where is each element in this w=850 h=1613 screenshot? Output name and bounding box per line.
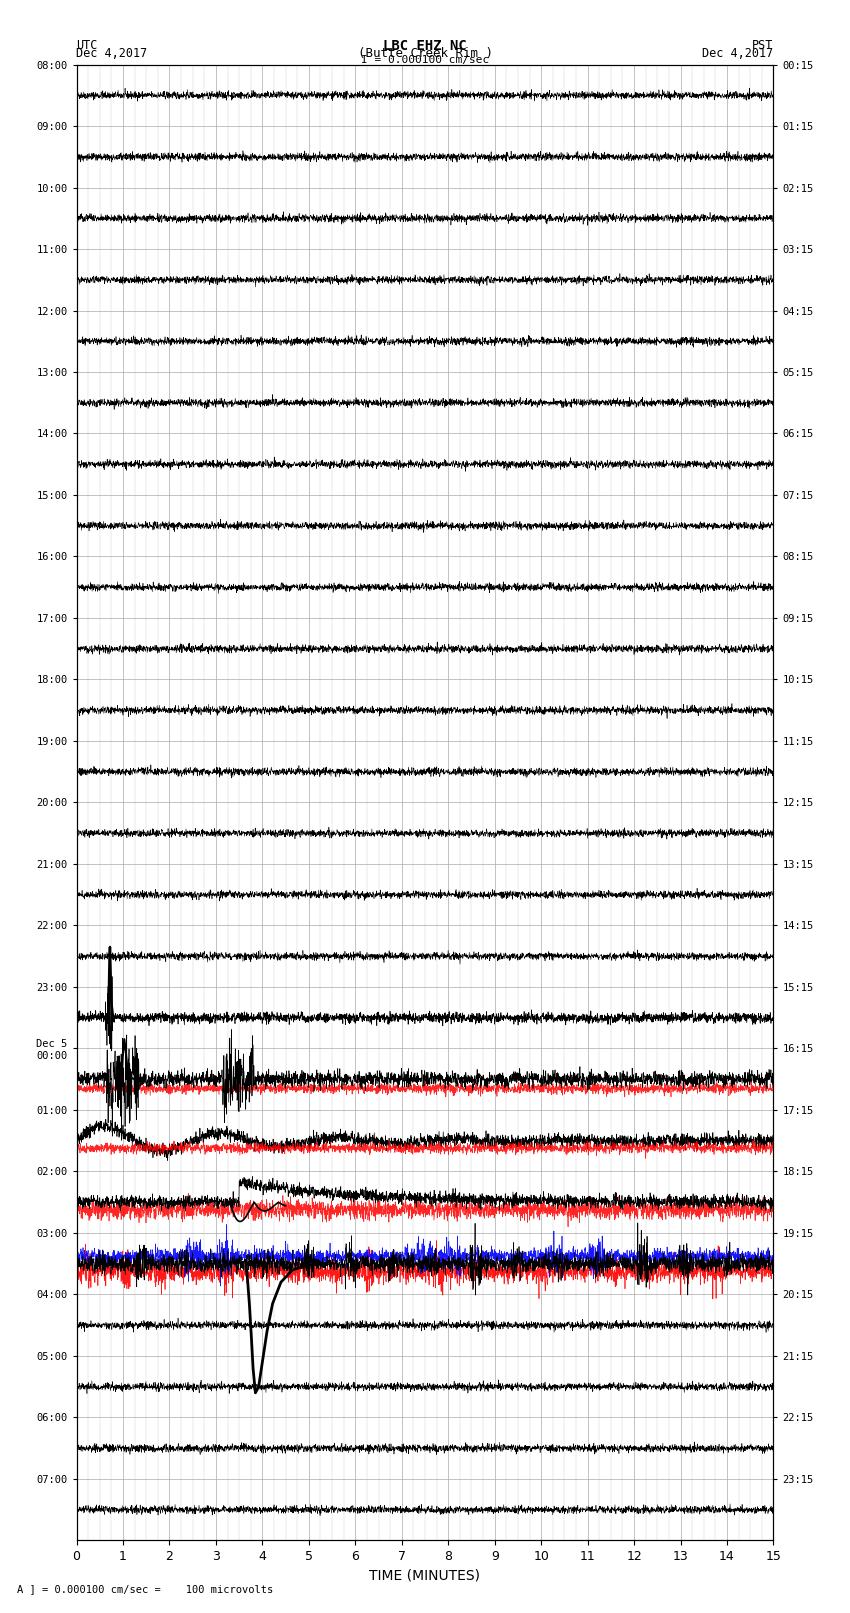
Text: A ] = 0.000100 cm/sec =    100 microvolts: A ] = 0.000100 cm/sec = 100 microvolts (17, 1584, 273, 1594)
Text: Dec 4,2017: Dec 4,2017 (76, 47, 148, 60)
Text: PST: PST (752, 39, 774, 52)
X-axis label: TIME (MINUTES): TIME (MINUTES) (370, 1569, 480, 1582)
Text: Dec 4,2017: Dec 4,2017 (702, 47, 774, 60)
Text: LBC EHZ NC: LBC EHZ NC (383, 39, 467, 53)
Text: UTC: UTC (76, 39, 98, 52)
Text: I = 0.000100 cm/sec: I = 0.000100 cm/sec (361, 55, 489, 65)
Text: (Butte Creek Rim ): (Butte Creek Rim ) (358, 47, 492, 60)
